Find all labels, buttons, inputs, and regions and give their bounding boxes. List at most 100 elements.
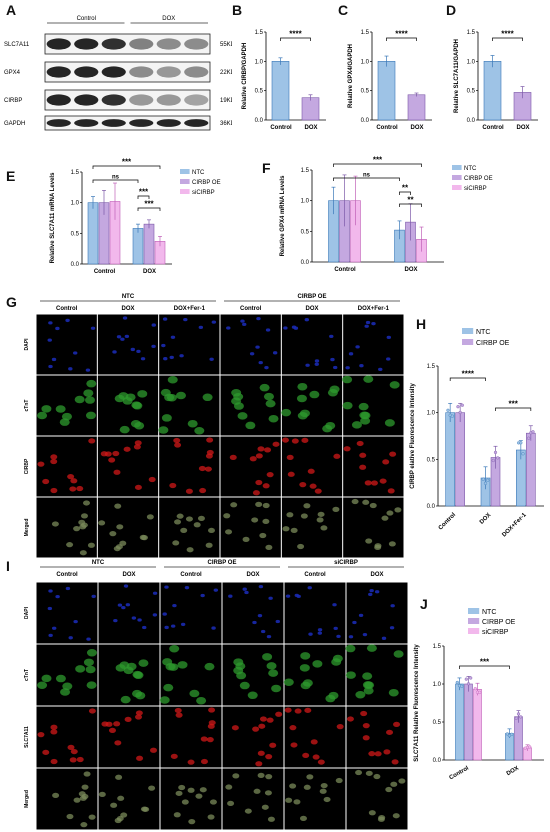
micrograph-feature	[345, 671, 356, 679]
blot-band	[74, 38, 99, 50]
y-axis-label: Relative SLC7A11 mRNA Levels	[50, 172, 56, 263]
micrograph-feature	[151, 323, 156, 327]
micrograph-feature	[322, 424, 333, 433]
micrograph-feature	[37, 461, 45, 467]
x-tick-label: DOX	[410, 125, 423, 131]
micrograph-feature	[265, 328, 271, 332]
micrograph-feature	[262, 653, 273, 661]
micrograph-feature	[79, 550, 87, 556]
micrograph-feature	[265, 399, 276, 408]
micrograph-feature	[264, 366, 269, 370]
micrograph-feature	[303, 784, 311, 790]
micrograph-feature	[257, 446, 265, 452]
micrograph-feature	[391, 759, 399, 765]
micrograph-feature	[206, 736, 214, 743]
blot-size-label: 22KD	[220, 70, 232, 76]
micrograph-feature	[113, 618, 118, 623]
micrograph-feature	[198, 325, 204, 330]
micrograph-feature	[42, 478, 50, 485]
data-point	[450, 414, 454, 418]
micrograph-feature	[37, 681, 48, 689]
significance-label: ****	[462, 370, 475, 379]
micrograph-feature	[314, 488, 322, 494]
bar	[407, 94, 426, 121]
micrograph-feature	[389, 626, 395, 630]
micrograph-feature	[50, 729, 58, 735]
micrograph-feature	[258, 584, 264, 589]
grid-group-label: CIRBP OE	[208, 560, 237, 566]
micrograph-feature	[335, 777, 343, 784]
x-tick-label: DOX	[506, 766, 520, 778]
blot-band	[46, 38, 71, 50]
micrograph-feature	[294, 708, 302, 714]
significance-label: ***	[139, 188, 149, 197]
data-point	[493, 450, 498, 455]
micrograph-feature	[237, 412, 248, 420]
micrograph-feature	[208, 707, 216, 713]
micrograph-feature	[37, 411, 48, 420]
micrograph-feature	[78, 791, 86, 797]
micrograph-feature	[68, 636, 73, 640]
micrograph-feature	[90, 326, 96, 330]
micrograph-feature	[104, 451, 112, 457]
micrograph-feature	[118, 392, 129, 400]
micrograph-feature	[249, 456, 257, 462]
micrograph-feature	[117, 603, 123, 607]
micrograph-feature	[159, 696, 170, 704]
micrograph-feature	[316, 517, 324, 523]
micrograph-feature	[233, 658, 244, 666]
micrograph-feature	[177, 661, 188, 669]
micrograph-feature	[365, 538, 373, 544]
micrograph-feature	[373, 773, 381, 780]
micrograph-feature	[179, 354, 184, 358]
micrograph-feature	[255, 453, 263, 459]
micrograph-feature	[130, 347, 136, 352]
micrograph-feature	[381, 636, 387, 640]
micrograph-feature	[195, 793, 203, 799]
micrograph-feature	[51, 521, 59, 527]
micrograph-feature	[336, 723, 344, 730]
micrograph-feature	[108, 457, 116, 463]
micrograph-feature	[207, 814, 215, 820]
micrograph-feature	[84, 396, 95, 404]
panel-label-a: A	[6, 2, 17, 18]
micrograph-feature	[66, 542, 74, 548]
micrograph-feature	[158, 426, 169, 434]
blot-band	[129, 94, 154, 106]
micrograph-feature	[228, 594, 233, 598]
micrograph-feature	[37, 731, 45, 738]
micrograph-feature	[247, 691, 258, 700]
micrograph-feature	[42, 749, 50, 755]
micrograph-feature	[174, 707, 182, 714]
grid-row-label: Merged	[24, 519, 30, 537]
micrograph-feature	[366, 644, 377, 652]
micrograph-feature	[242, 536, 250, 542]
micrograph-feature	[180, 622, 186, 627]
data-point	[486, 478, 490, 482]
micrograph-cell	[98, 644, 160, 706]
grid-group-label: NTC	[92, 560, 105, 566]
micrograph-feature	[166, 393, 177, 402]
micrograph-feature	[304, 707, 312, 713]
significance-bracket	[399, 191, 411, 195]
micrograph-feature	[98, 791, 106, 797]
micrograph-feature	[351, 421, 362, 429]
x-tick-label: DOX	[516, 125, 529, 131]
grid-row-label: DAPI	[24, 606, 30, 619]
micrograph-feature	[72, 351, 78, 355]
y-tick-label: 1.0	[361, 59, 370, 65]
micrograph-feature	[358, 402, 369, 411]
micrograph-feature	[173, 812, 181, 818]
micrograph-feature	[299, 664, 310, 672]
micrograph-feature	[255, 345, 260, 349]
bar	[271, 61, 290, 121]
micrograph-feature	[378, 367, 383, 371]
micrograph-cell	[222, 706, 284, 768]
micrograph-feature	[381, 515, 389, 521]
micrograph-feature	[362, 735, 370, 741]
significance-label: ***	[508, 400, 518, 409]
significance-label: ns	[363, 173, 371, 179]
micrograph-feature	[332, 603, 337, 607]
micrograph-feature	[116, 335, 122, 339]
data-point	[505, 732, 509, 736]
